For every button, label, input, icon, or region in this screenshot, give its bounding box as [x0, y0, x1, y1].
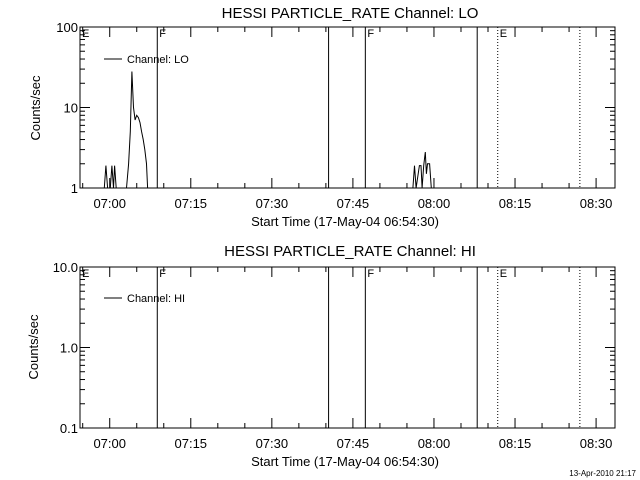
series-line [126, 71, 149, 189]
plot-frame [79, 266, 616, 429]
x-tick-label: 07:00 [93, 196, 126, 211]
series-line [412, 151, 432, 189]
chart-title: HESSI PARTICLE_RATE Channel: HI [224, 243, 476, 260]
marker-label: E [82, 28, 89, 40]
y-tick-label: 10 [64, 101, 78, 116]
y-tick-label: 0.1 [60, 421, 78, 436]
marker-label: F [367, 268, 374, 280]
x-tick-label: 07:45 [337, 196, 370, 211]
chart-title: HESSI PARTICLE_RATE Channel: LO [222, 5, 479, 22]
x-tick-label: 08:15 [499, 436, 532, 451]
x-tick-label: 08:00 [418, 436, 451, 451]
y-tick-label: 1 [71, 181, 78, 196]
y-axis-label: Counts/sec [26, 314, 41, 380]
x-tick-label: 07:00 [93, 436, 126, 451]
x-axis-label: Start Time (17-May-04 06:54:30) [251, 454, 439, 469]
marker-label: F [159, 28, 166, 40]
x-tick-label: 08:30 [580, 436, 613, 451]
hi-channel-panel: HESSI PARTICLE_RATE Channel: HI Start Ti… [26, 243, 616, 469]
y-tick-label: 10.0 [53, 260, 78, 275]
marker-label: E [82, 268, 89, 280]
x-tick-label: 07:15 [175, 196, 208, 211]
y-tick-label: 100 [56, 20, 78, 35]
x-tick-label: 07:45 [337, 436, 370, 451]
legend-label: Channel: LO [127, 54, 189, 66]
legend-label: Channel: HI [127, 293, 185, 305]
marker-label: E [500, 28, 507, 40]
footer-timestamp: 13-Apr-2010 21:17 [569, 469, 636, 478]
legend: Channel: LO [104, 54, 189, 66]
plot-frame [79, 26, 616, 189]
y-axis-label: Counts/sec [28, 75, 43, 141]
x-tick-label: 08:15 [499, 196, 532, 211]
x-axis-label: Start Time (17-May-04 06:54:30) [251, 214, 439, 229]
x-tick-label: 07:15 [175, 436, 208, 451]
series-line [103, 165, 117, 189]
lo-channel-panel: HESSI PARTICLE_RATE Channel: LO Start Ti… [28, 5, 616, 229]
marker-label: F [159, 268, 166, 280]
y-tick-label: 1.0 [60, 341, 78, 356]
x-tick-label: 08:00 [418, 196, 451, 211]
x-tick-label: 07:30 [256, 196, 289, 211]
marker-label: F [367, 28, 374, 40]
x-tick-label: 08:30 [580, 196, 613, 211]
marker-label: E [500, 268, 507, 280]
legend: Channel: HI [104, 293, 185, 305]
x-tick-label: 07:30 [256, 436, 289, 451]
